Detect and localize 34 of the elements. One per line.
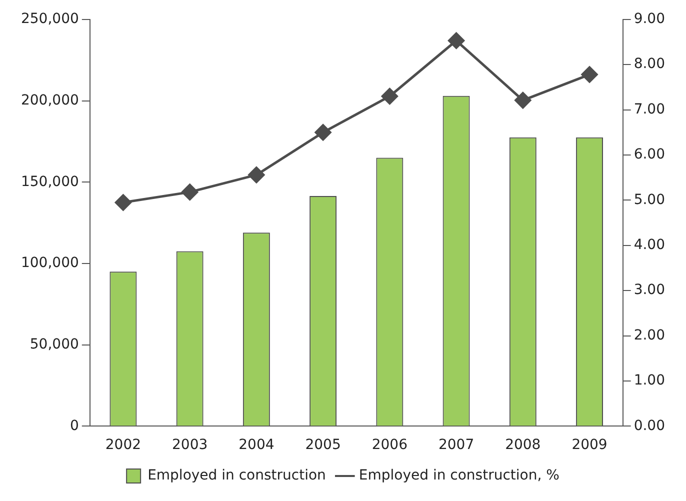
point xyxy=(514,92,532,109)
x-tick-label: 2006 xyxy=(372,437,408,454)
y2-tick-label: 3.00 xyxy=(634,282,665,298)
point xyxy=(114,194,132,211)
y2-tick-label: 7.00 xyxy=(634,101,665,118)
y2-tick-label: 8.00 xyxy=(634,56,665,72)
point xyxy=(448,32,465,49)
x-tick-label: 2002 xyxy=(105,437,142,454)
x-tick-label: 2005 xyxy=(305,437,341,454)
y2-tick-label: 4.00 xyxy=(634,237,665,254)
point xyxy=(314,124,332,141)
y-tick-label: 250,000 xyxy=(20,11,79,28)
x-tick-label: 2009 xyxy=(572,437,608,454)
x-tick-label: 2003 xyxy=(172,437,208,454)
y-tick-label: 200,000 xyxy=(20,92,79,108)
x-tick-label: 2007 xyxy=(438,437,474,454)
point xyxy=(381,88,398,104)
point xyxy=(182,184,198,200)
y-tick-label: 150,000 xyxy=(20,174,79,190)
y-tick-label: 50,000 xyxy=(30,336,79,352)
legend-label: Employed in construction, % xyxy=(358,468,560,484)
y2-tick-label: 0.00 xyxy=(634,418,665,434)
y-tick-label: 100,000 xyxy=(20,255,79,272)
x-tick-label: 2008 xyxy=(505,437,541,454)
y2-tick-label: 1.00 xyxy=(634,372,665,389)
y2-tick-label: 2.00 xyxy=(634,327,665,344)
y2-tick-label: 5.00 xyxy=(634,192,665,208)
legend-label: Employed in construction xyxy=(148,468,326,484)
y2-tick-label: 9.00 xyxy=(634,11,665,28)
y2-tick-label: 6.00 xyxy=(634,146,665,163)
y-tick-label: 0 xyxy=(70,418,79,434)
point xyxy=(248,166,265,184)
x-tick-label: 2004 xyxy=(238,437,274,454)
point xyxy=(581,66,598,83)
